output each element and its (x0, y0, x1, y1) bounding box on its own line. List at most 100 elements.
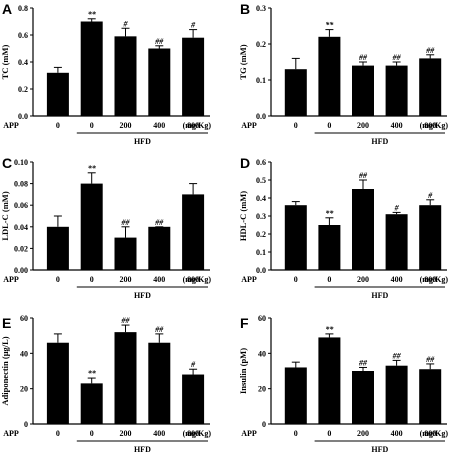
significance-label: ## (358, 358, 368, 367)
x-prefix-label: APP (241, 429, 257, 438)
y-axis-label: HDL-C (mM) (238, 191, 248, 241)
bar (80, 21, 103, 116)
significance-label: ## (392, 351, 402, 360)
x-prefix-label: APP (3, 275, 19, 284)
y-tick-label: 0.0 (256, 266, 266, 275)
x-unit-label: (mg/Kg) (183, 429, 212, 438)
x-category-label: 0 (327, 275, 331, 284)
y-tick-label: 0.02 (14, 244, 28, 253)
x-category-label: 400 (153, 275, 165, 284)
bar (182, 374, 205, 424)
bar (114, 332, 137, 424)
group-label: HFD (134, 445, 151, 454)
x-category-label: 800 (187, 275, 199, 284)
x-category-label: 400 (391, 429, 403, 438)
bar (284, 367, 307, 424)
panel-letter: D (240, 155, 250, 171)
y-tick-label: 0.2 (256, 40, 266, 49)
x-prefix-label: APP (3, 429, 19, 438)
significance-label: ## (425, 355, 435, 364)
significance-label: ## (392, 53, 402, 62)
y-tick-label: 0.08 (14, 180, 28, 189)
bar (318, 36, 341, 116)
x-category-label: 400 (391, 275, 403, 284)
x-category-label: 0 (294, 429, 298, 438)
panel-f: F 0 20 40 60 Insulin (pM) 0 ** 0 ## 200 ## 400 ## 800 A… (238, 314, 448, 454)
panel-e: E 0 20 40 60 Adiponectin (μg/L) 0 ** 0 ## 200 ## 400… (0, 314, 211, 454)
bar (148, 226, 171, 270)
x-category-label: 800 (187, 121, 199, 130)
y-axis-label: LDL-C (mM) (0, 191, 10, 241)
group-label: HFD (134, 137, 151, 146)
significance-label: ** (88, 369, 97, 378)
y-tick-label: 0.10 (14, 158, 28, 167)
significance-label: ** (88, 10, 97, 19)
y-tick-label: 0.0 (18, 112, 28, 121)
y-tick-label: 60 (20, 314, 28, 323)
y-tick-label: 0 (24, 420, 28, 429)
significance-label: # (394, 203, 400, 212)
bar (80, 383, 103, 424)
y-tick-label: 0.2 (18, 85, 28, 94)
panel-b: B 0.0 0.1 0.2 0.3 TG (mM) 0 ** 0 ## 200 ## 400 ## 800 A… (238, 1, 448, 146)
y-axis-label: Adiponectin (μg/L) (0, 336, 10, 405)
y-axis-label: TC (mM) (0, 44, 10, 79)
y-tick-label: 0.2 (256, 230, 266, 239)
panel-letter: E (2, 315, 11, 331)
x-category-label: 0 (90, 121, 94, 130)
x-category-label: 400 (153, 121, 165, 130)
significance-label: ## (358, 53, 368, 62)
significance-label: # (427, 191, 433, 200)
bar (352, 65, 374, 116)
significance-label: # (190, 360, 196, 369)
panel-letter: F (240, 315, 249, 331)
group-label: HFD (371, 137, 388, 146)
y-tick-label: 0 (262, 420, 266, 429)
y-tick-label: 60 (258, 314, 266, 323)
y-tick-label: 0.1 (256, 248, 266, 257)
x-category-label: 0 (327, 121, 331, 130)
x-category-label: 0 (294, 121, 298, 130)
y-tick-label: 0.4 (256, 194, 266, 203)
x-unit-label: (mg/Kg) (420, 275, 449, 284)
x-prefix-label: APP (3, 121, 19, 130)
x-category-label: 800 (424, 275, 436, 284)
bar (385, 214, 408, 270)
y-tick-label: 0.3 (256, 4, 266, 13)
x-category-label: 200 (357, 429, 369, 438)
group-label: HFD (371, 291, 388, 300)
y-tick-label: 0.1 (256, 76, 266, 85)
bar (318, 337, 341, 424)
bar (46, 342, 69, 424)
significance-label: ## (154, 218, 164, 227)
x-unit-label: (mg/Kg) (420, 121, 449, 130)
y-tick-label: 20 (258, 385, 266, 394)
y-tick-label: 0.4 (18, 58, 28, 67)
significance-label: ## (425, 46, 435, 55)
significance-label: # (123, 19, 129, 28)
y-tick-label: 0.8 (18, 4, 28, 13)
bar (419, 369, 442, 424)
y-tick-label: 0.0 (256, 112, 266, 121)
x-category-label: 200 (120, 429, 132, 438)
y-tick-label: 0.6 (256, 158, 266, 167)
significance-label: ** (88, 164, 97, 173)
significance-label: ## (358, 171, 368, 180)
significance-label: ** (325, 209, 334, 218)
y-axis-label: Insulin (pM) (238, 348, 248, 394)
bar (80, 183, 103, 270)
bar (419, 58, 442, 116)
x-category-label: 0 (90, 275, 94, 284)
x-category-label: 800 (424, 429, 436, 438)
x-category-label: 0 (56, 121, 60, 130)
bar (385, 365, 408, 424)
y-tick-label: 40 (258, 349, 266, 358)
x-category-label: 0 (327, 429, 331, 438)
panel-letter: C (2, 155, 12, 171)
y-tick-label: 40 (20, 349, 28, 358)
x-category-label: 800 (424, 121, 436, 130)
x-unit-label: (mg/Kg) (420, 429, 449, 438)
x-category-label: 0 (56, 275, 60, 284)
x-category-label: 400 (391, 121, 403, 130)
